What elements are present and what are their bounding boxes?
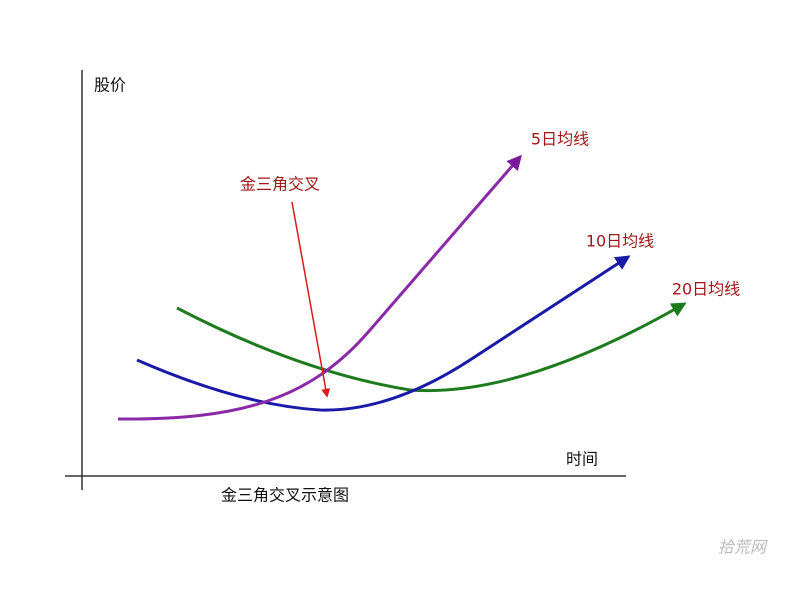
ma5-line (117, 154, 522, 421)
y-axis-label: 股价 (94, 76, 126, 95)
line-label: 20日均线 (672, 280, 740, 299)
ma20-line (176, 302, 687, 393)
caption: 金三角交叉示意图 (221, 486, 349, 505)
line-label: 5日均线 (531, 130, 589, 149)
x-axis-label: 时间 (566, 450, 598, 469)
annotation: 金三角交叉 (240, 175, 320, 194)
line-label: 10日均线 (586, 232, 654, 251)
ma10-line (136, 255, 631, 412)
annotation-arrow (291, 201, 331, 398)
watermark: 拾荒网 (718, 538, 768, 557)
